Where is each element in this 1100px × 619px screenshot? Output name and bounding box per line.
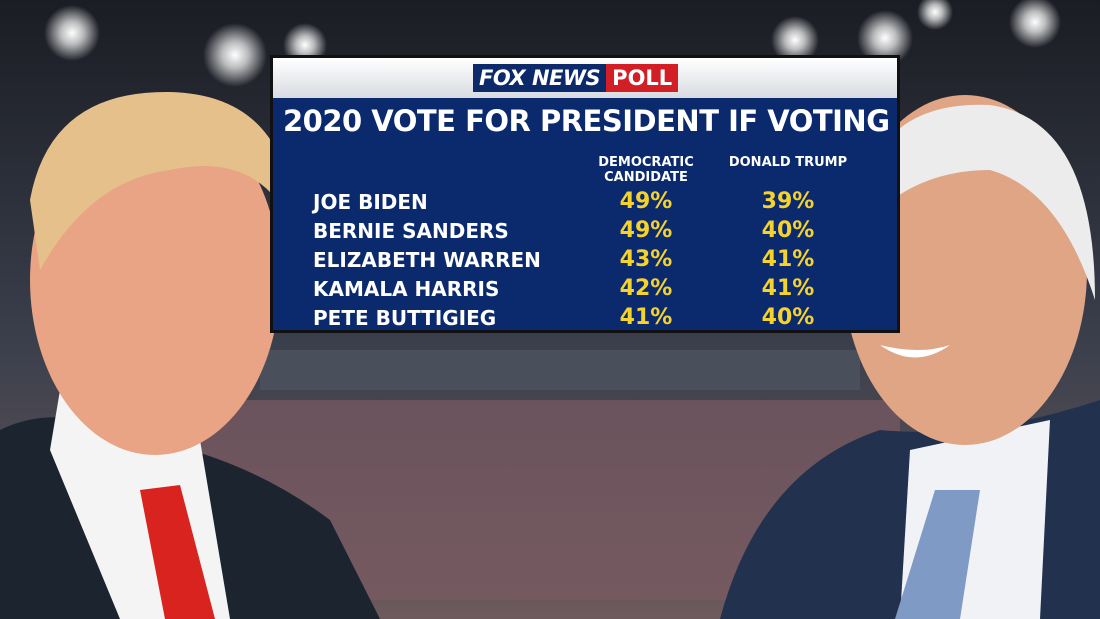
poll-row: BERNIE SANDERS 49% 40% xyxy=(273,217,897,245)
percentage: 41% xyxy=(619,305,673,330)
poll-title: 2020 VOTE FOR PRESIDENT IF VOTING NOW xyxy=(283,104,897,138)
poll-row: JOE BIDEN 49% 39% xyxy=(273,188,897,216)
poll-row: KAMALA HARRIS 42% 41% xyxy=(273,275,897,303)
candidate-name: JOE BIDEN xyxy=(313,190,428,214)
column-header: DONALD TRUMP xyxy=(728,155,848,170)
percentage: 43% xyxy=(619,247,673,272)
percentage: 49% xyxy=(619,218,673,243)
percentage: 41% xyxy=(761,276,815,301)
candidate-name: BERNIE SANDERS xyxy=(313,219,509,243)
candidate-name: KAMALA HARRIS xyxy=(313,277,500,301)
poll-row: PETE BUTTIGIEG 41% 40% xyxy=(273,304,897,330)
candidate-name: PETE BUTTIGIEG xyxy=(313,306,497,330)
percentage: 42% xyxy=(619,276,673,301)
logo-badge: POLL xyxy=(606,64,679,92)
column-header: DEMOCRATIC CANDIDATE xyxy=(598,155,694,185)
header-band: FOX NEWS POLL xyxy=(273,58,897,98)
percentage: 40% xyxy=(761,305,815,330)
logo-brand: FOX NEWS xyxy=(473,64,607,92)
percentage: 49% xyxy=(619,189,673,214)
percentage: 39% xyxy=(761,189,815,214)
percentage: 41% xyxy=(761,247,815,272)
logo: FOX NEWS POLL xyxy=(473,64,679,92)
candidate-name: ELIZABETH WARREN xyxy=(313,248,541,272)
poll-graphic: FOX NEWS POLL 2020 VOTE FOR PRESIDENT IF… xyxy=(270,55,900,333)
percentage: 40% xyxy=(761,218,815,243)
poll-row: ELIZABETH WARREN 43% 41% xyxy=(273,246,897,274)
